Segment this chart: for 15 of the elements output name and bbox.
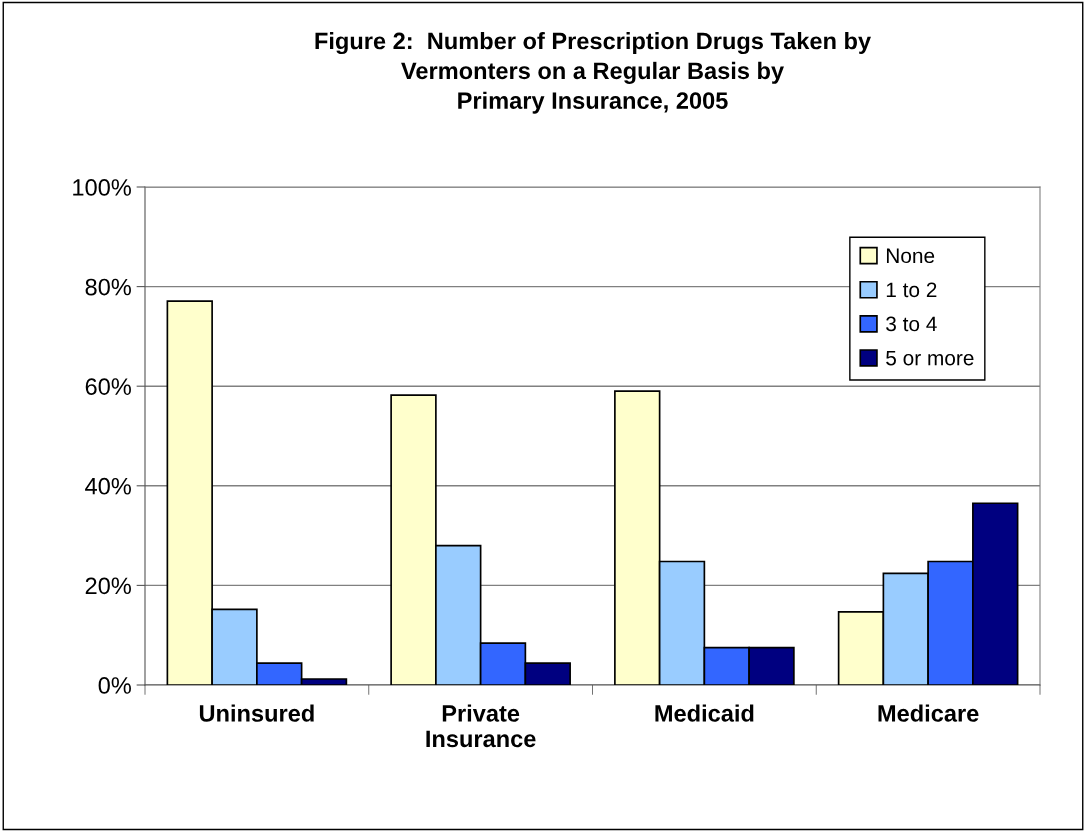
legend-label: 1 to 2 <box>886 282 937 298</box>
y-tick-label: 80% <box>85 278 131 296</box>
y-tick-label: 20% <box>85 577 131 595</box>
legend-label: 5 or more <box>886 350 974 366</box>
chart-title: Figure 2: Number of Prescription Drugs Taken by Vermonters on a Regular Basis by Primary Insurance, 2005 <box>315 32 871 114</box>
x-tick-label: Private Insurance <box>426 704 536 748</box>
y-tick-label: 0% <box>98 677 131 694</box>
y-tick-label: 100% <box>73 179 131 196</box>
x-tick-label: Medicaid <box>655 704 754 722</box>
x-tick-label: Medicare <box>878 704 979 722</box>
y-tick-label: 60% <box>85 378 131 395</box>
legend-label: 3 to 4 <box>886 316 937 332</box>
legend-label: None <box>886 248 935 264</box>
y-tick-label: 40% <box>85 477 131 495</box>
x-tick-label: Uninsured <box>199 704 314 722</box>
